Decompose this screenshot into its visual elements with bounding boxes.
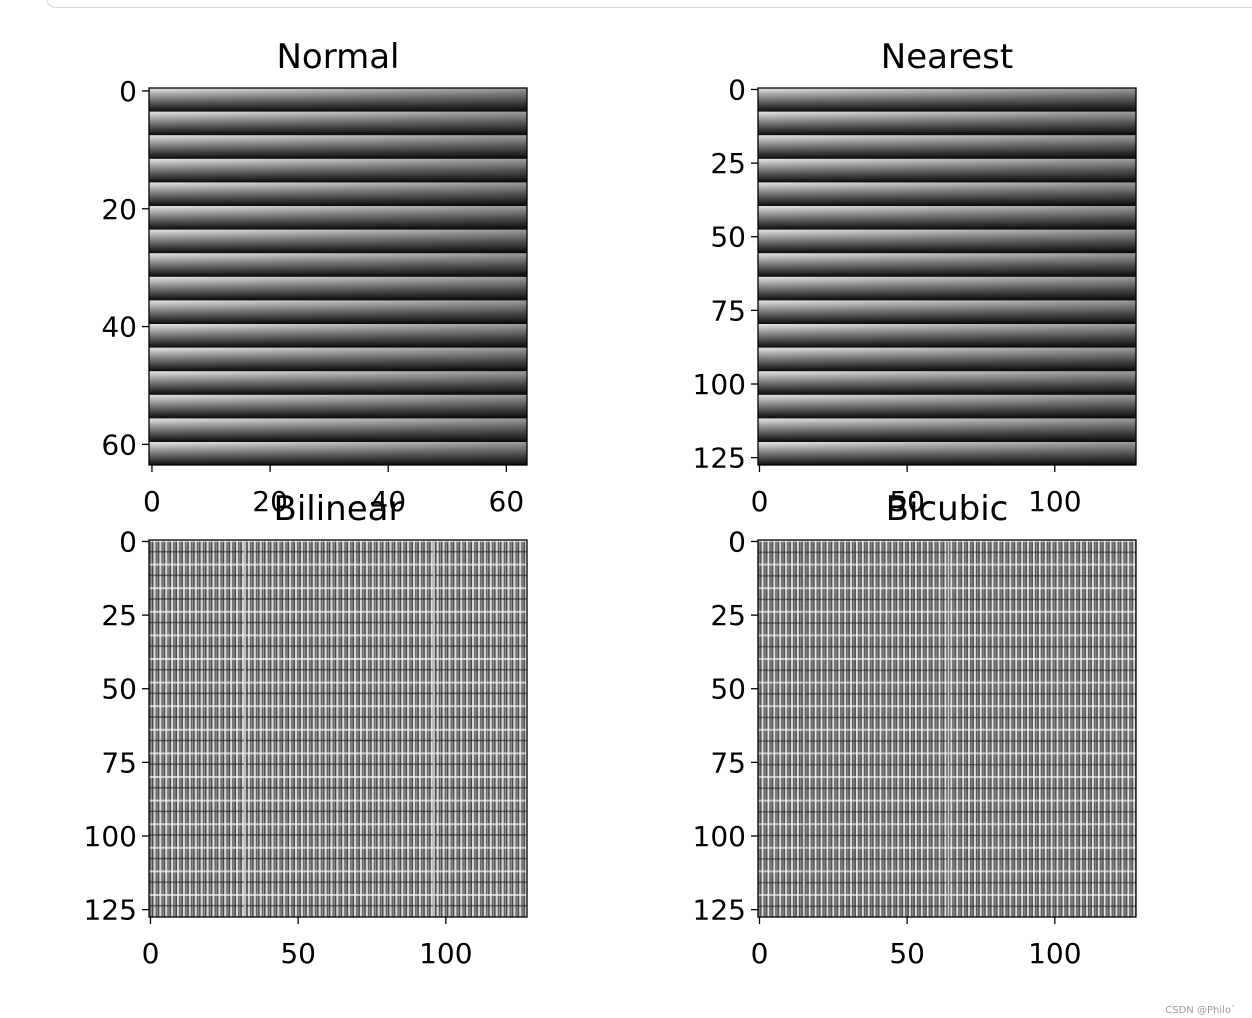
image-bicubic — [758, 540, 1136, 917]
x-tick-label: 100 — [1028, 485, 1081, 518]
y-tick-label: 100 — [84, 820, 137, 853]
x-tick-label: 40 — [370, 485, 406, 518]
image-shading — [149, 88, 527, 465]
subplot-title: Nearest — [881, 37, 1013, 77]
subplot-title: Normal — [276, 37, 399, 77]
y-tick-label: 50 — [710, 221, 746, 254]
axes-frame — [148, 87, 528, 466]
y-tick-label: 50 — [101, 673, 137, 706]
y-tick-label: 100 — [693, 820, 746, 853]
x-tick-label: 50 — [889, 937, 925, 970]
y-tick-label: 20 — [101, 193, 137, 226]
subplot-title: Bilinear — [274, 489, 403, 529]
y-tick-label: 40 — [101, 311, 137, 344]
subplot-title: Bicubic — [886, 489, 1009, 529]
y-tick-label: 125 — [693, 442, 746, 475]
image-shading — [758, 88, 1136, 465]
x-tick-label: 0 — [751, 485, 769, 518]
y-tick-label: 75 — [710, 294, 746, 327]
axes-frame — [757, 87, 1137, 466]
x-tick-label: 0 — [143, 485, 161, 518]
image-bilinear — [149, 540, 527, 917]
y-tick-label: 25 — [101, 599, 137, 632]
y-tick-label: 25 — [710, 147, 746, 180]
y-tick-label: 75 — [101, 746, 137, 779]
x-tick-label: 60 — [489, 485, 525, 518]
y-tick-label: 0 — [728, 73, 746, 106]
x-tick-label: 0 — [751, 937, 769, 970]
y-tick-label: 25 — [710, 599, 746, 632]
x-tick-label: 50 — [280, 937, 316, 970]
y-tick-label: 0 — [728, 525, 746, 558]
axes-frame — [757, 539, 1137, 918]
y-tick-label: 60 — [101, 428, 137, 461]
y-tick-label: 50 — [710, 673, 746, 706]
y-tick-label: 125 — [693, 894, 746, 927]
watermark: CSDN @Philo` — [1165, 1005, 1236, 1016]
x-tick-label: 100 — [1028, 937, 1081, 970]
y-tick-label: 75 — [710, 746, 746, 779]
x-tick-label: 0 — [142, 937, 160, 970]
y-tick-label: 0 — [119, 75, 137, 108]
axes-frame — [148, 539, 528, 918]
x-tick-label: 100 — [419, 937, 472, 970]
x-tick-label: 50 — [889, 485, 925, 518]
y-tick-label: 0 — [119, 525, 137, 558]
x-tick-label: 20 — [252, 485, 288, 518]
y-tick-label: 100 — [693, 368, 746, 401]
y-tick-label: 125 — [84, 894, 137, 927]
